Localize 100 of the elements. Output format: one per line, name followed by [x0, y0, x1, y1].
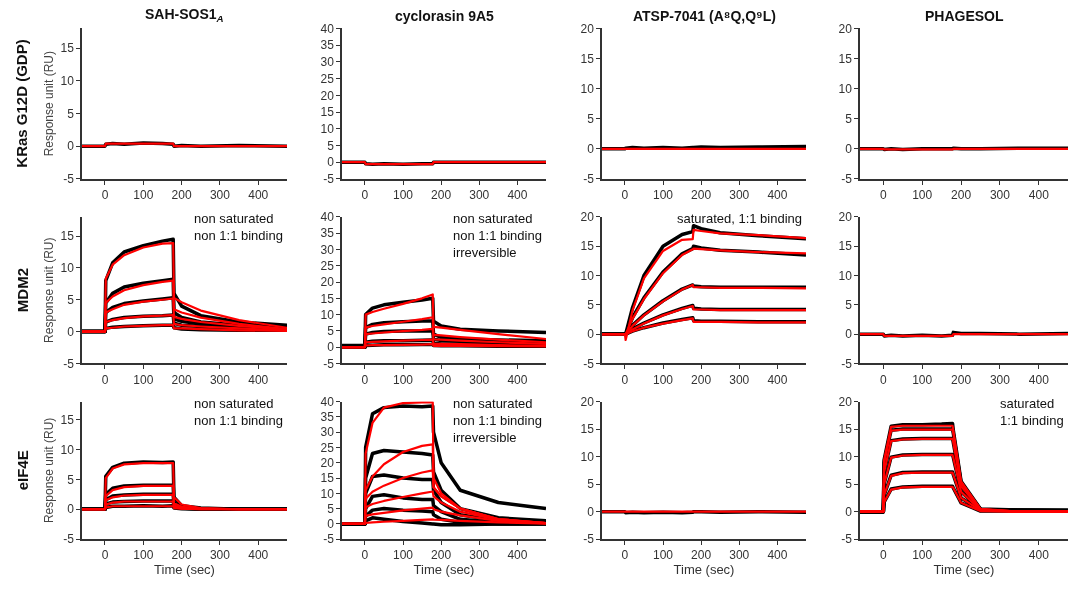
y-tick-label: 10 [320, 307, 335, 322]
x-tick-label: 200 [431, 188, 452, 203]
annotation: non saturated non 1:1 binding irreversible [453, 211, 542, 260]
x-tick-label: 200 [171, 548, 192, 563]
x-tick-label: 400 [1028, 188, 1050, 203]
y-tick-label: -5 [583, 532, 595, 547]
x-tick-label: 200 [951, 372, 972, 387]
y-tick-label: 5 [845, 298, 853, 313]
y-tick-label: 20 [320, 88, 335, 103]
x-tick-label: 200 [951, 548, 972, 563]
y-tick-label: 5 [587, 477, 595, 492]
y-tick-label: 30 [320, 242, 335, 257]
y-tick-label: 30 [320, 55, 335, 70]
y-tick-label: 25 [320, 71, 335, 86]
x-tick-label: 300 [989, 188, 1011, 203]
y-tick-label: 20 [838, 21, 853, 36]
y-tick-label: 15 [320, 291, 335, 306]
y-tick-label: 5 [587, 111, 595, 126]
y-tick-label: 5 [845, 477, 853, 492]
x-tick-label: 100 [652, 188, 674, 203]
y-tick-label: 15 [60, 41, 75, 56]
y-tick-label: 30 [320, 425, 335, 440]
chart-title: cyclorasin 9A5 [395, 8, 495, 24]
y-tick-label: 15 [838, 239, 853, 254]
text: KRas G12D (GDP) [13, 39, 31, 168]
x-tick-label: 0 [879, 548, 887, 563]
x-tick-label: 200 [691, 372, 712, 387]
y-tick-label: -5 [63, 532, 75, 547]
y-tick-label: -5 [583, 172, 595, 187]
y-tick-label: 0 [327, 155, 335, 170]
annotation: saturated, 1:1 binding [677, 211, 803, 226]
y-tick-label: 5 [67, 472, 75, 487]
x-tick-label: 100 [392, 548, 414, 563]
y-tick-label: 0 [67, 324, 75, 339]
x-tick-label: 0 [621, 548, 629, 563]
y-tick-label: 10 [838, 81, 853, 96]
x-tick-label: 100 [912, 188, 933, 203]
y-tick-label: 15 [838, 422, 853, 437]
y-tick-label: 10 [60, 73, 75, 88]
x-tick-label: 300 [209, 548, 231, 563]
y-tick-label: 15 [580, 51, 595, 66]
x-tick-label: 300 [469, 372, 490, 387]
x-tick-label: 100 [133, 188, 154, 203]
y-tick-label: -5 [323, 172, 335, 187]
x-axis-title: Time (sec) [673, 562, 735, 578]
x-tick-label: 200 [691, 548, 712, 563]
y-tick-label: -5 [63, 172, 75, 187]
y-tick-label: 15 [838, 51, 853, 66]
y-tick-label: -5 [323, 532, 335, 547]
y-tick-label: 0 [67, 502, 75, 517]
x-tick-label: 0 [879, 188, 887, 203]
y-tick-label: 10 [60, 442, 75, 457]
y-tick-label: 20 [580, 210, 595, 225]
x-tick-label: 300 [729, 372, 750, 387]
y-tick-label: 20 [838, 210, 853, 225]
chart-title: ATSP-7041 (A⁸Q,Q⁹L) [633, 8, 776, 24]
x-tick-label: 400 [507, 548, 528, 563]
y-tick-label: 5 [327, 501, 335, 516]
y-tick-label: 20 [580, 21, 595, 36]
y-tick-label: 0 [587, 141, 595, 156]
y-tick-label: 5 [67, 106, 75, 121]
y-tick-label: 15 [320, 471, 335, 486]
y-tick-label: 20 [320, 275, 335, 290]
y-tick-label: 0 [587, 504, 595, 519]
y-tick-label: 5 [845, 111, 853, 126]
y-tick-label: 0 [845, 504, 853, 519]
x-tick-label: 400 [248, 548, 269, 563]
y-tick-label: -5 [583, 356, 595, 371]
x-tick-label: 400 [767, 372, 788, 387]
x-tick-label: 200 [691, 188, 712, 203]
x-tick-label: 100 [912, 372, 933, 387]
chart-title: PHAGESOL [925, 8, 1005, 24]
y-tick-label: -5 [841, 356, 853, 371]
y-tick-label: 40 [320, 210, 335, 225]
y-tick-label: 10 [580, 268, 595, 283]
x-tick-label: 200 [431, 548, 452, 563]
x-tick-label: 100 [133, 372, 154, 387]
y-tick-label: -5 [323, 356, 335, 371]
y-tick-label: 10 [580, 81, 595, 96]
x-tick-label: 100 [392, 188, 414, 203]
y-tick-label: 20 [320, 455, 335, 470]
x-tick-label: 0 [879, 372, 887, 387]
x-tick-label: 200 [951, 188, 972, 203]
x-tick-label: 0 [101, 548, 109, 563]
y-tick-label: 10 [320, 121, 335, 136]
chart-title: SAH-SOS1$_{A}$ [145, 6, 224, 24]
y-tick-label: 35 [320, 38, 335, 53]
y-tick-label: 15 [320, 105, 335, 120]
x-tick-label: 0 [621, 372, 629, 387]
y-tick-label: 0 [327, 517, 335, 532]
y-tick-label: 10 [580, 449, 595, 464]
y-tick-label: -5 [841, 532, 853, 547]
y-tick-label: 25 [320, 258, 335, 273]
text: eIF4E [13, 450, 31, 491]
x-tick-label: 400 [1028, 548, 1050, 563]
x-tick-label: 400 [767, 548, 788, 563]
y-axis-title: Response unit (RU) [42, 50, 57, 157]
x-tick-label: 400 [767, 188, 788, 203]
y-tick-label: 10 [60, 261, 75, 276]
y-tick-label: 15 [580, 239, 595, 254]
